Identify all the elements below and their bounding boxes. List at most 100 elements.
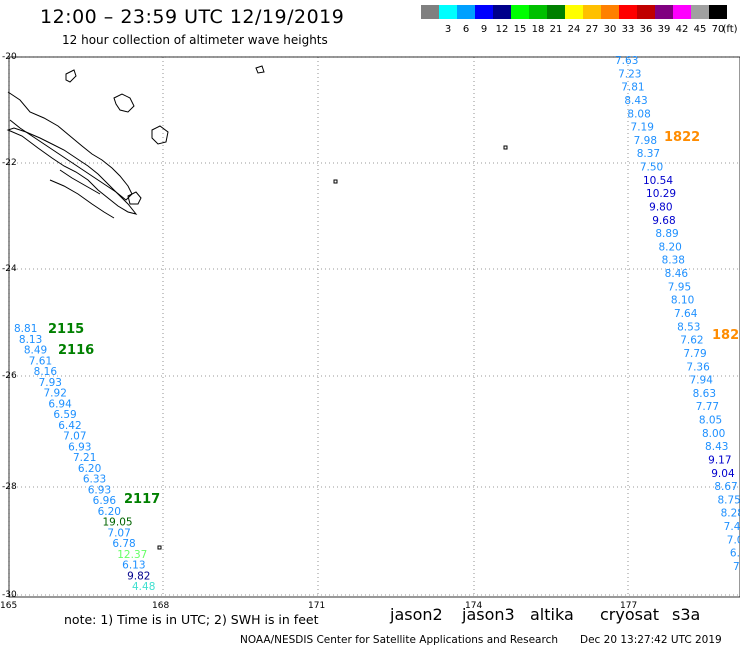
satellite-altika: altika xyxy=(530,605,574,624)
track-values-left: 8.818.138.497.618.167.937.926.946.596.42… xyxy=(14,323,155,593)
swh-value-label: 7.77 xyxy=(696,401,719,413)
legend-label: 6 xyxy=(462,24,470,35)
legend-label: 30 xyxy=(603,24,617,35)
satellite-s3a: s3a xyxy=(672,605,701,624)
legend-label: 18 xyxy=(531,24,545,35)
lat-label-24: -24 xyxy=(2,264,17,274)
swh-value-label: 7.98 xyxy=(634,135,657,147)
swh-value-label: 6.20 xyxy=(78,463,101,475)
legend-swatch xyxy=(655,5,673,19)
swh-value-label: 12.37 xyxy=(117,549,147,561)
swh-value-label: 7.79 xyxy=(683,348,706,360)
credit-line: NOAA/NESDIS Center for Satellite Applica… xyxy=(240,634,558,646)
lat-label-30: -30 xyxy=(2,590,17,600)
loyalty-island-mare xyxy=(151,125,169,145)
swh-value-label: 6.42 xyxy=(58,420,81,432)
map-subtitle: 12 hour collection of altimeter wave hei… xyxy=(62,33,328,47)
swh-value-label: 6.93 xyxy=(88,484,111,496)
swh-value-label: 8.49 xyxy=(24,345,47,357)
legend-swatch xyxy=(457,5,475,19)
swh-value-label: 6.94 xyxy=(48,398,72,410)
swh-value-label: 6.78 xyxy=(112,538,135,550)
lat-label-20: -20 xyxy=(2,52,17,62)
swh-value-label: 7.92 xyxy=(44,388,67,400)
legend-label: 3 xyxy=(444,24,452,35)
swh-value-label: 9.80 xyxy=(649,201,672,213)
legend-swatch xyxy=(691,5,709,19)
swh-value-label: 9.17 xyxy=(708,454,731,466)
swh-value-label: 7.07 xyxy=(63,431,86,443)
swh-value-label: 8.75 xyxy=(717,494,740,506)
swh-value-label: 7.81 xyxy=(621,82,644,94)
swh-value-label: 7.19 xyxy=(631,122,654,134)
isle-of-pines xyxy=(127,191,142,205)
legend-label: 42 xyxy=(675,24,689,35)
swh-value-label: 7.95 xyxy=(668,281,691,293)
swh-value-label: 8.46 xyxy=(665,268,689,280)
swh-value-label: 9.82 xyxy=(127,570,150,582)
satellite-cryosat: cryosat xyxy=(600,605,660,624)
swh-value-label: 7 xyxy=(733,561,740,573)
reef-strand-south xyxy=(49,169,115,219)
legend-swatch xyxy=(673,5,691,19)
legend-label: 9 xyxy=(480,24,488,35)
swh-value-label: 8.63 xyxy=(693,388,716,400)
legend-label: 39 xyxy=(657,24,671,35)
swh-value-label: 9.68 xyxy=(652,215,675,227)
swh-value-label: 7.23 xyxy=(618,68,641,80)
swh-value-label: 8.53 xyxy=(677,321,700,333)
swh-value-label: 8.20 xyxy=(658,241,681,253)
swh-value-label: 7.62 xyxy=(680,335,703,347)
pass-time-label: 2117 xyxy=(124,492,160,507)
swh-value-label: 9.04 xyxy=(711,468,735,480)
swh-value-label: 7.21 xyxy=(73,452,96,464)
swh-value-label: 7.0 xyxy=(727,534,740,546)
legend-swatch xyxy=(565,5,583,19)
legend-label: 15 xyxy=(513,24,527,35)
legend-label: 70 xyxy=(711,24,725,35)
legend-label: 45 xyxy=(693,24,707,35)
legend-swatch xyxy=(439,5,457,19)
lat-label-22: -22 xyxy=(2,158,17,168)
swh-value-label: 7.36 xyxy=(686,361,710,373)
legend-unit: (ft) xyxy=(722,24,738,35)
legend-swatch xyxy=(475,5,493,19)
lat-label-26: -26 xyxy=(2,371,17,381)
legend-swatch xyxy=(709,5,727,19)
map-frame xyxy=(8,56,740,598)
new-caledonia-outer-reef xyxy=(7,91,133,201)
legend-swatch xyxy=(637,5,655,19)
islet-small-3 xyxy=(157,545,162,550)
legend-swatch xyxy=(511,5,529,19)
islet-small-1 xyxy=(503,145,508,150)
swh-value-label: 7.64 xyxy=(674,308,698,320)
swh-value-label: 8.89 xyxy=(655,228,678,240)
pass-time-label: 182 xyxy=(712,328,739,343)
island-north-1 xyxy=(255,65,265,74)
pass-time-labels: 1822 182 2115 2116 2117 xyxy=(48,130,739,507)
swh-value-label: 8.67 xyxy=(714,481,737,493)
swh-value-label: 8.05 xyxy=(699,415,722,427)
swh-value-label: 8.81 xyxy=(14,323,37,335)
swh-value-label: 7.4 xyxy=(724,521,740,533)
swh-value-label: 8.08 xyxy=(627,108,650,120)
coastline xyxy=(6,65,508,550)
pass-time-label: 2115 xyxy=(48,322,84,337)
satellite-jason2: jason2 xyxy=(390,605,443,624)
legend-swatch xyxy=(421,5,439,19)
new-caledonia-coast xyxy=(6,127,138,215)
legend-swatch xyxy=(547,5,565,19)
swh-value-label: 7.50 xyxy=(640,162,663,174)
loyalty-island-ouvea xyxy=(65,69,77,83)
swh-value-label: 8.43 xyxy=(705,441,728,453)
swh-value-label: 8.16 xyxy=(34,366,58,378)
swh-value-label: 6.13 xyxy=(122,560,145,572)
lon-label-168: 168 xyxy=(152,601,170,611)
legend-label: 21 xyxy=(549,24,563,35)
swh-value-label: 8.28 xyxy=(721,508,740,520)
swh-value-label: 6.20 xyxy=(98,506,121,518)
legend-label: 36 xyxy=(639,24,653,35)
legend-swatch xyxy=(493,5,511,19)
legend-label: 12 xyxy=(495,24,509,35)
loyalty-island-lifou xyxy=(113,93,135,113)
